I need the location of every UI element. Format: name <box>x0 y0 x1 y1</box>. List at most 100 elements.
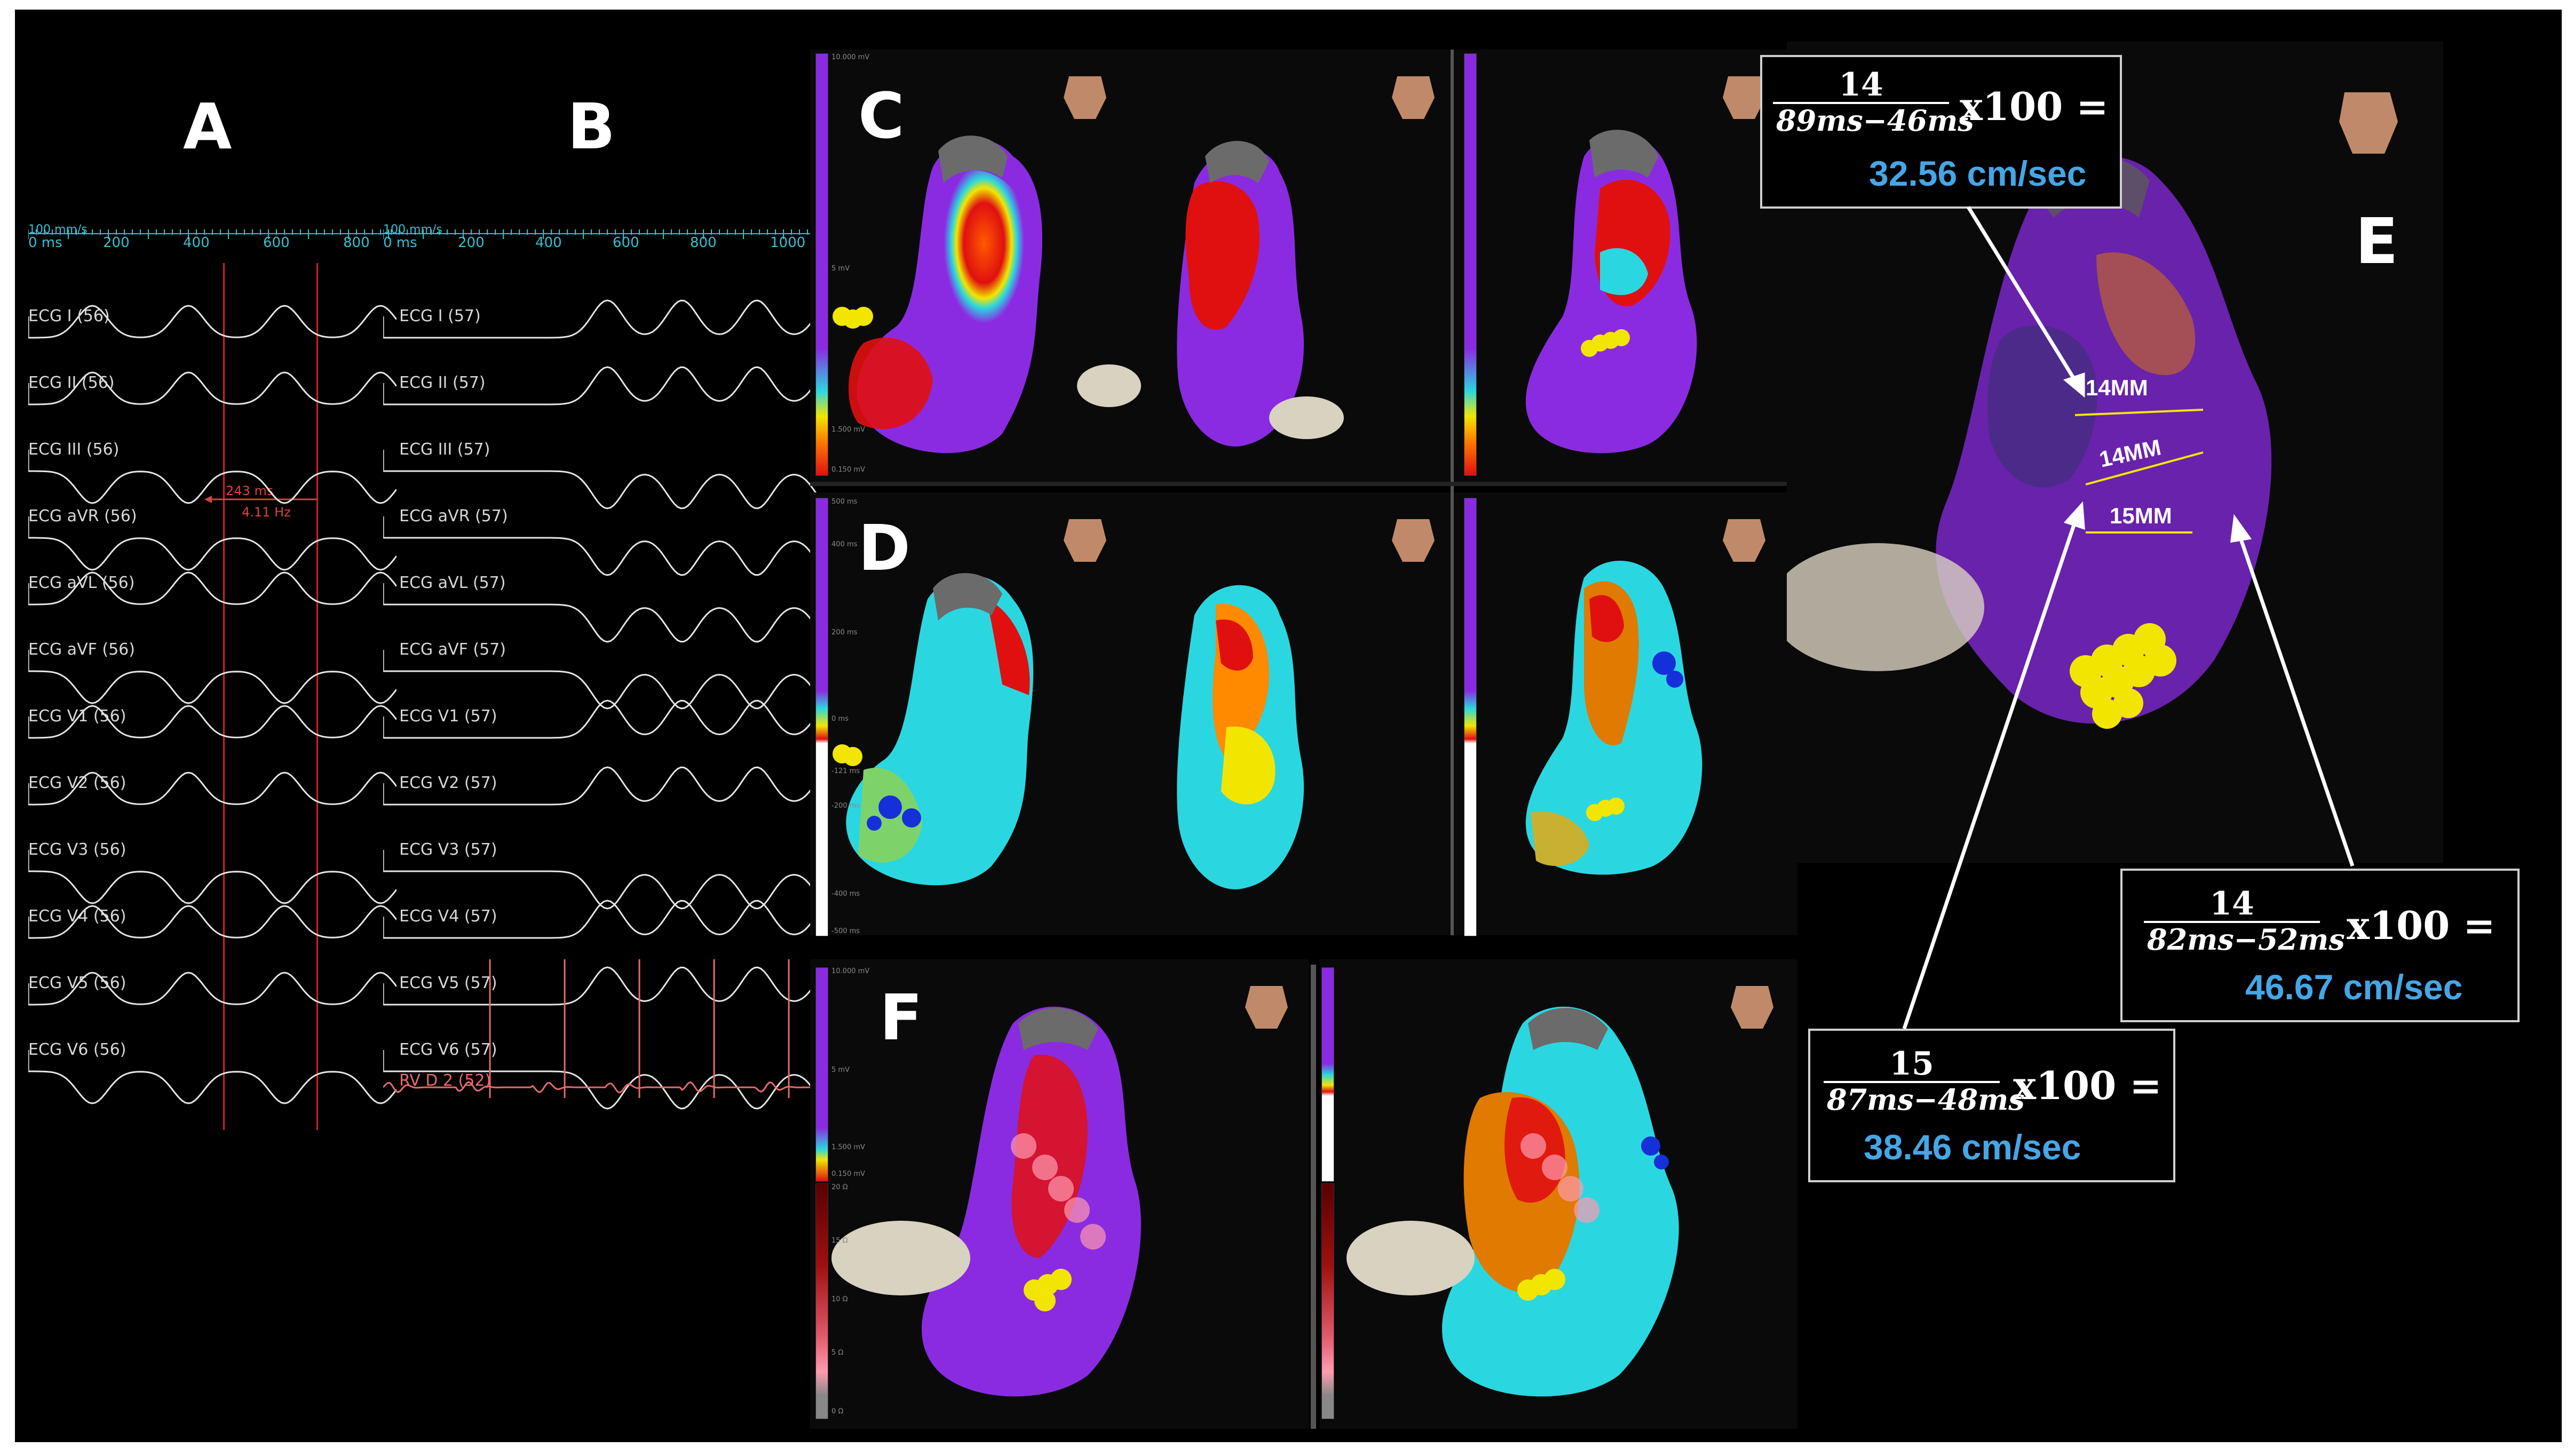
ecg-lead-label: ECG aVF (57) <box>399 640 506 659</box>
imp-5: 5 Ω <box>831 1349 844 1357</box>
ruler-tick: 0 ms <box>28 235 62 251</box>
lat-minus200: -200 ms <box>831 802 860 810</box>
voltage-scale-bar-f[interactable] <box>815 967 828 1182</box>
ecg-trace <box>383 450 820 510</box>
ecg-trace <box>28 371 397 405</box>
ruler-tick: 0 ms <box>383 235 417 251</box>
voltage-mid-f: 5 mV <box>831 1066 850 1074</box>
cardiac-map-d-right <box>1525 560 1702 875</box>
ecg-lead-label: ECG II (56) <box>28 373 115 392</box>
cardiac-map-f-right <box>1347 1006 1679 1397</box>
panel-label-d: D <box>858 511 910 585</box>
torso-orientation-icon[interactable] <box>1712 503 1776 567</box>
cardiac-map-c-right <box>1525 130 1697 453</box>
torso-orientation-icon[interactable] <box>2326 74 2411 170</box>
voltage-scale-bar-right[interactable] <box>1464 53 1477 476</box>
ecg-trace <box>383 583 820 643</box>
view-divider <box>1451 50 1454 935</box>
imp-15: 15 Ω <box>831 1237 848 1245</box>
torso-orientation-icon[interactable] <box>1712 60 1776 124</box>
ruler-tick: 200 <box>103 235 130 251</box>
ecg-lead-label: ECG V5 (56) <box>28 974 126 992</box>
multiplier: x100 = <box>2013 1063 2162 1108</box>
torso-orientation-icon[interactable] <box>1237 973 1296 1031</box>
torso-orientation-icon[interactable] <box>1381 60 1445 124</box>
impedance-scale-bar[interactable] <box>815 1183 828 1419</box>
lat-max: 500 ms <box>831 498 858 506</box>
lat-scale-bar-right[interactable] <box>1464 498 1477 936</box>
ruler-tick: 400 <box>183 235 210 251</box>
ecg-lead-label: ECG aVF (56) <box>28 640 135 659</box>
impedance-scale-bar-f[interactable] <box>1321 1183 1334 1419</box>
ecg-trace <box>28 450 397 504</box>
ecg-trace <box>383 850 820 910</box>
ecg-lead-label: ECG V4 (57) <box>399 907 497 926</box>
ecg-lead-label: ECG aVL (57) <box>399 574 506 592</box>
map-view-d-left[interactable] <box>810 492 1461 935</box>
ecg-trace <box>383 516 820 576</box>
torso-orientation-icon[interactable] <box>1053 60 1117 124</box>
fraction: 15 87ms−48ms <box>1824 1045 2025 1116</box>
measurement-label: 15MM <box>2110 503 2172 528</box>
ecg-lead-label: ECG V4 (56) <box>28 907 126 926</box>
map-view-d-right[interactable] <box>1461 492 1797 935</box>
ecg-panel-a: 100 mm/s 0 ms 200 400 600 800 243 ms 4.1… <box>28 223 397 1130</box>
fraction: 14 82ms−52ms <box>2144 887 2345 956</box>
ecg-lead-label: ECG I (57) <box>399 307 481 325</box>
ecg-trace <box>28 705 397 739</box>
ecg-trace <box>28 771 397 806</box>
torso-orientation-icon[interactable] <box>1381 503 1445 567</box>
ecg-trace <box>383 900 820 939</box>
interval-hz: 4.11 Hz <box>242 505 291 520</box>
ecg-lead-label: ECG aVL (56) <box>28 574 135 592</box>
ecg-lead-label: ECG V1 (57) <box>399 707 497 726</box>
numerator: 14 <box>1839 66 1883 104</box>
annotation-arrows <box>1902 206 2355 1030</box>
velocity-value: 32.56 cm/sec <box>1869 154 2087 193</box>
ruler-tick: 200 <box>458 235 485 251</box>
map-view-f-left[interactable] <box>810 959 1309 1429</box>
rv-label: RV D 2 (52) <box>399 1071 492 1090</box>
ruler-tick: 400 <box>535 235 562 251</box>
view-divider <box>1311 965 1316 1429</box>
marker-line[interactable] <box>223 263 225 1130</box>
marker-line[interactable] <box>316 263 318 1130</box>
cardiac-map-e <box>1787 156 2272 729</box>
torso-orientation-icon[interactable] <box>1053 503 1117 567</box>
map-view-f-right[interactable] <box>1320 959 1797 1429</box>
lat-scale-bar[interactable] <box>815 498 828 936</box>
ecg-lead-label: ECG aVR (57) <box>399 507 508 526</box>
numerator: 15 <box>1889 1045 1934 1083</box>
torso-orientation-icon[interactable] <box>1723 973 1781 1031</box>
ruler-tick: 1000 <box>770 235 806 251</box>
ecg-lead-label: ECG III (56) <box>28 440 120 459</box>
formula-box-1: 14 89ms−46ms x100 = 32.56 cm/sec <box>1760 55 2122 209</box>
lat-min: -500 ms <box>831 927 860 935</box>
ecg-lead-label: ECG V3 (56) <box>28 840 126 859</box>
formula-box-2: 14 82ms−52ms x100 = 46.67 cm/sec <box>2120 869 2520 1022</box>
time-ruler-a: 100 mm/s 0 ms 200 400 600 800 <box>28 223 397 260</box>
velocity-value: 46.67 cm/sec <box>2245 967 2463 1007</box>
cardiac-map-f-left <box>831 1006 1141 1397</box>
imp-max: 20 Ω <box>831 1183 848 1191</box>
ecg-lead-label: ECG V1 (56) <box>28 707 126 726</box>
ecg-trace <box>28 850 397 904</box>
lat-minus400: -400 ms <box>831 890 860 898</box>
cardiac-map-d <box>833 573 1304 889</box>
ecg-lead-label: ECG I (56) <box>28 307 110 325</box>
ruler-ticks-svg <box>383 229 821 239</box>
panel-label-f: F <box>880 981 923 1054</box>
map-view-c-right[interactable] <box>1461 50 1797 482</box>
ecg-trace <box>383 366 820 405</box>
cardiac-map-c <box>833 136 1344 453</box>
ecg-panel-b: 100 mm/s 0 ms 200 400 600 800 1000 ECG I… <box>383 223 821 1130</box>
ecg-trace <box>28 1050 397 1104</box>
map-view-c-left[interactable] <box>810 50 1461 482</box>
multiplier: x100 = <box>1960 84 2109 129</box>
voltage-scale-bar[interactable] <box>815 53 828 476</box>
lat-scale-bar-f[interactable] <box>1321 967 1334 1182</box>
ruler-tick: 600 <box>263 235 290 251</box>
panel-label-a: A <box>183 90 232 163</box>
voltage-mid: 5 mV <box>831 265 850 273</box>
ecg-trace <box>28 650 397 704</box>
